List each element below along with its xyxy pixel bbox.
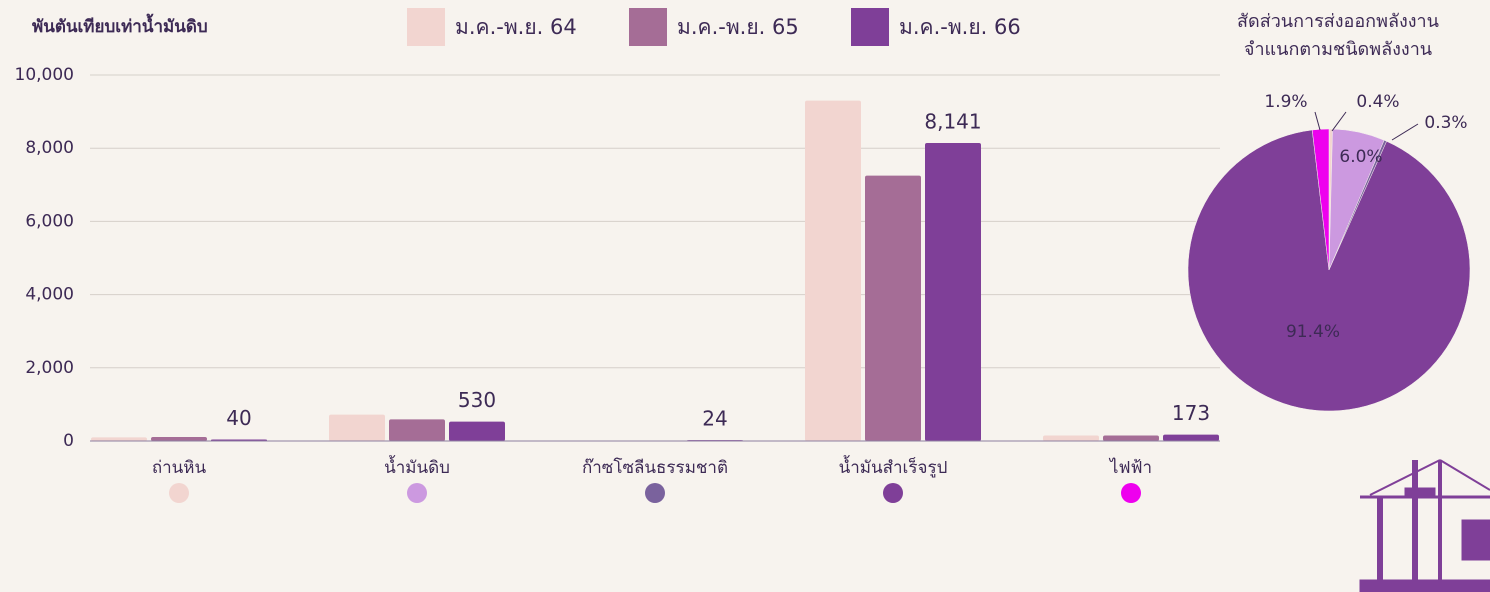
pie-slice (1311, 128, 1330, 271)
category-dot (645, 483, 665, 503)
legend-swatch (407, 8, 445, 46)
pie-label: 91.4% (1286, 322, 1340, 342)
pie-label: 6.0% (1339, 147, 1382, 167)
pie-slice (1187, 129, 1471, 412)
bar (91, 437, 147, 441)
y-tick-label: 0 (63, 431, 74, 451)
x-tick-label: น้ำมันดิบ (384, 455, 450, 478)
port-illustration (1359, 459, 1490, 592)
y-tick-label: 10,000 (15, 65, 74, 85)
legend-label: ม.ค.-พ.ย. 64 (455, 15, 577, 39)
y-tick-label: 6,000 (25, 211, 74, 231)
pie-title: สัดส่วนการส่งออกพลังงาน (1237, 11, 1439, 32)
category-dot (1121, 483, 1141, 503)
pie-label: 1.9% (1264, 92, 1307, 112)
legend-label: ม.ค.-พ.ย. 65 (677, 15, 799, 39)
category-dot (883, 483, 903, 503)
y-tick-label: 8,000 (25, 138, 74, 158)
pie-label: 0.3% (1424, 113, 1467, 133)
data-label: 24 (702, 407, 727, 431)
x-tick-label: ไฟฟ้า (1108, 457, 1152, 478)
data-label: 40 (226, 406, 251, 430)
legend-label: ม.ค.-พ.ย. 66 (899, 15, 1021, 39)
bar (449, 421, 505, 441)
legend-swatch (851, 8, 889, 46)
y-axis-title: พันตันเทียบเท่าน้ำมันดิบ (32, 13, 208, 37)
bar (805, 100, 861, 442)
data-label: 173 (1172, 401, 1210, 425)
category-dot (169, 483, 189, 503)
data-label: 530 (458, 388, 496, 412)
legend-swatch (629, 8, 667, 46)
x-tick-label: ถ่านหิน (152, 458, 207, 478)
bar (865, 175, 921, 441)
bar (925, 143, 981, 441)
category-dot (407, 483, 427, 503)
y-tick-label: 4,000 (25, 285, 74, 305)
data-label: 8,141 (924, 110, 981, 134)
bar (329, 414, 385, 441)
x-tick-label: ก๊าซโซลีนธรรมชาติ (582, 457, 728, 478)
pie-title: จำแนกตามชนิดพลังงาน (1244, 39, 1432, 60)
pie-label: 0.4% (1356, 92, 1399, 112)
bar (1103, 435, 1159, 441)
leader-line (1314, 111, 1321, 131)
bar (389, 419, 445, 441)
y-tick-label: 2,000 (25, 358, 74, 378)
leader-line (1391, 123, 1419, 141)
bar (1043, 435, 1099, 441)
x-tick-label: น้ำมันสำเร็จรูป (839, 455, 948, 478)
bar (1163, 434, 1219, 441)
bar (151, 436, 207, 441)
leader-line (1331, 111, 1347, 132)
